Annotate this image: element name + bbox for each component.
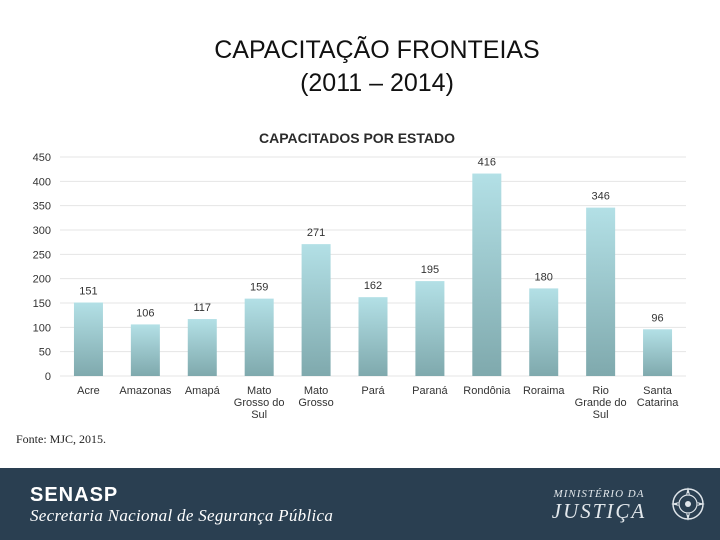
ministry-line2: Justiça — [551, 499, 647, 523]
x-tick-label: Paraná — [412, 385, 448, 397]
senasp-logo: SENASP Secretaria Nacional de Segurança … — [30, 484, 333, 526]
x-tick-label: Acre — [77, 385, 100, 397]
bar-5 — [301, 244, 331, 376]
x-tick-label: Grosso do — [234, 397, 285, 409]
slide-title-line2: (2011 – 2014) — [300, 68, 454, 97]
data-label: 96 — [651, 312, 663, 324]
x-tick-label: Santa — [643, 385, 673, 397]
bar-4 — [244, 298, 274, 376]
bar-6 — [358, 297, 388, 376]
chart-title: CAPACITADOS POR ESTADO — [259, 130, 455, 146]
chart-data-labels: 151 106 117 159 271 162 195 416 180 346 96 — [79, 157, 663, 325]
data-label: 180 — [535, 271, 553, 283]
source-note: Fonte: MJC, 2015. — [16, 432, 107, 446]
x-tick-label: Rondônia — [463, 385, 511, 397]
footer-bar: SENASP Secretaria Nacional de Segurança … — [0, 468, 720, 540]
bar-11 — [643, 329, 673, 376]
y-tick-label: 0 — [45, 371, 51, 383]
bar-chart: CAPACITADOS POR ESTADO 0 50 100 150 200 250 30… — [0, 122, 720, 422]
chart-gridlines — [60, 156, 686, 377]
y-tick-label: 400 — [33, 176, 51, 188]
bar-7 — [415, 281, 445, 376]
y-tick-label: 350 — [33, 201, 51, 213]
bar-3 — [187, 319, 217, 376]
ministry-logo: Ministério da Justiça — [536, 488, 662, 522]
y-tick-label: 50 — [39, 347, 51, 359]
x-tick-label: Roraima — [523, 385, 565, 397]
bar-8 — [472, 173, 502, 376]
coat-of-arms-icon — [671, 487, 705, 521]
y-axis-ticks: 0 50 100 150 200 250 300 350 400 450 — [33, 152, 51, 383]
brand-subtitle: Secretaria Nacional de Segurança Pública — [30, 506, 334, 525]
x-tick-label: Amazonas — [119, 385, 171, 397]
x-tick-label: Mato — [247, 385, 271, 397]
data-label: 117 — [193, 302, 211, 314]
y-tick-label: 250 — [33, 249, 51, 261]
data-label: 346 — [591, 191, 609, 203]
x-tick-label: Sul — [593, 409, 609, 421]
data-label: 271 — [307, 227, 325, 239]
slide-title: CAPACITAÇÃO FRONTEIAS (2011 – 2014) — [0, 34, 720, 99]
x-tick-label: Amapá — [185, 385, 221, 397]
bar-10 — [586, 207, 616, 376]
chart-canvas: CAPACITADOS POR ESTADO 0 50 100 150 200 250 30… — [33, 130, 686, 421]
data-label: 416 — [478, 157, 496, 169]
y-tick-label: 300 — [33, 225, 51, 237]
x-tick-label: Rio — [592, 385, 609, 397]
x-tick-label: Grosso — [298, 397, 333, 409]
y-tick-label: 150 — [33, 298, 51, 310]
data-label: 162 — [364, 280, 382, 292]
data-label: 151 — [79, 286, 97, 298]
data-label: 195 — [421, 264, 439, 276]
data-label: 159 — [250, 282, 268, 294]
chart-bars — [73, 173, 673, 376]
y-tick-label: 450 — [33, 152, 51, 164]
brand-name: SENASP — [30, 484, 119, 506]
bar-1 — [73, 302, 103, 376]
x-tick-label: Pará — [361, 385, 385, 397]
slide-title-line1: CAPACITAÇÃO FRONTEIAS — [214, 36, 540, 64]
y-tick-label: 100 — [33, 322, 51, 334]
bar-2 — [130, 324, 160, 376]
y-tick-label: 200 — [33, 274, 51, 286]
data-label: 106 — [136, 307, 154, 319]
bar-9 — [529, 288, 559, 376]
ministry-line1: Ministério da — [553, 488, 645, 500]
x-tick-label: Catarina — [637, 397, 679, 409]
x-tick-label: Sul — [251, 409, 267, 421]
x-tick-label: Grande do — [575, 397, 627, 409]
x-tick-label: Mato — [304, 385, 328, 397]
